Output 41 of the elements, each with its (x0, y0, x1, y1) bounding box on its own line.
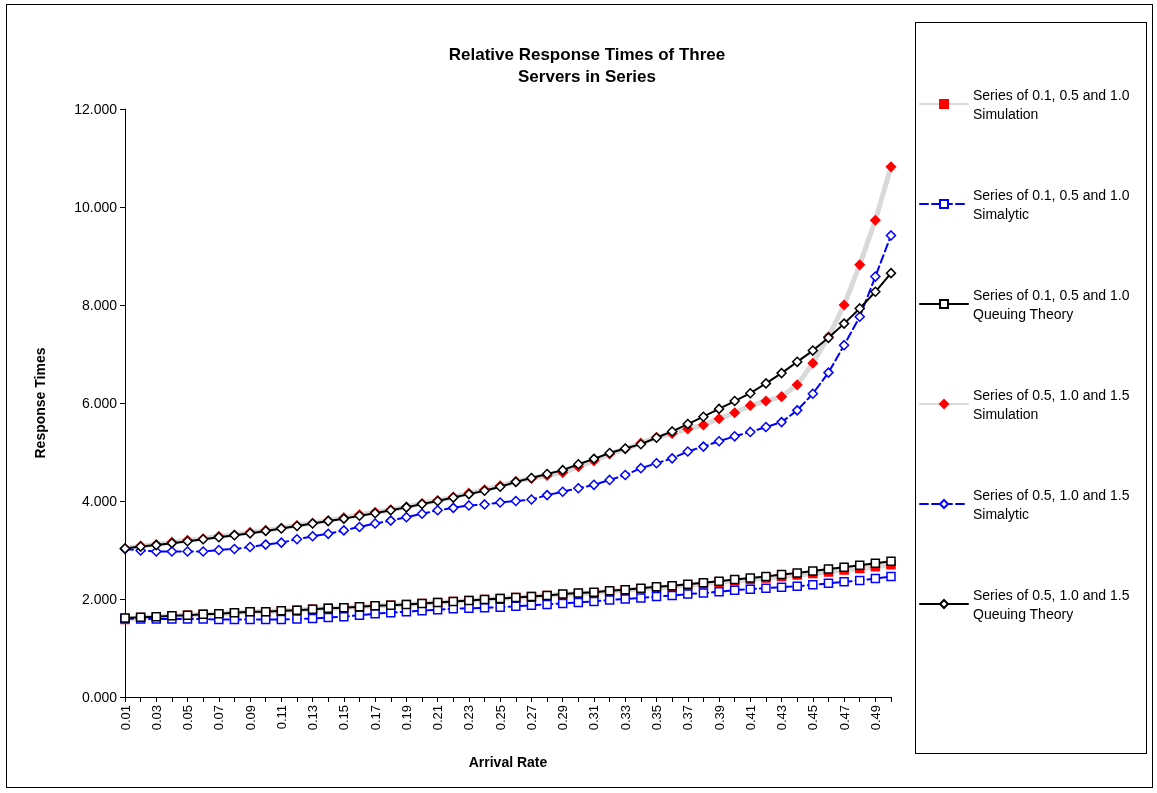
x-tick-label: 0.17 (367, 705, 383, 731)
y-tick-label: 0.000 (81, 689, 118, 705)
y-axis-title: Response Times (32, 347, 48, 459)
y-tick-label: 2.000 (81, 591, 118, 607)
chart-title: Relative Response Times of Three Servers in Series (448, 44, 726, 86)
legend-label: Series of 0.5, 1.0 and 1.5 Queuing Theory (973, 586, 1134, 622)
y-tick-label: 8.000 (81, 297, 118, 313)
x-tick-label: 0.15 (336, 705, 352, 731)
x-tick-label: 0.01 (117, 705, 133, 731)
x-tick-label: 0.37 (680, 705, 696, 731)
x-tick-label: 0.39 (711, 705, 727, 731)
x-tick-label: 0.03 (148, 705, 164, 731)
legend-label: Series of 0.1, 0.5 and 1.0 Simulation (973, 86, 1134, 122)
x-tick-label: 0.23 (461, 705, 477, 731)
x-axis-title: Arrival Rate (468, 754, 548, 770)
legend-label: Series of 0.5, 1.0 and 1.5 Simulation (973, 386, 1134, 422)
x-tick-label: 0.35 (649, 705, 665, 731)
legend-label: Series of 0.1, 0.5 and 1.0 Queuing Theory (973, 286, 1134, 322)
x-tick-label: 0.19 (398, 705, 414, 731)
y-tick-label: 4.000 (81, 493, 118, 509)
y-tick-label: 12.000 (74, 101, 118, 117)
x-tick-label: 0.47 (836, 705, 852, 731)
x-tick-label: 0.11 (273, 705, 289, 730)
x-tick-label: 0.49 (867, 705, 883, 731)
x-tick-label: 0.27 (523, 705, 539, 731)
legend-label: Series of 0.5, 1.0 and 1.5 Simalytic (973, 486, 1134, 522)
x-tick-label: 0.43 (774, 705, 790, 731)
x-tick-label: 0.33 (617, 705, 633, 731)
legend-label: Series of 0.1, 0.5 and 1.0 Simalytic (973, 186, 1134, 222)
x-tick-label: 0.09 (242, 705, 258, 731)
x-tick-label: 0.13 (305, 705, 321, 731)
x-tick-label: 0.45 (805, 705, 821, 731)
y-tick-label: 6.000 (81, 395, 118, 411)
x-tick-label: 0.29 (555, 705, 571, 731)
x-tick-label: 0.07 (211, 705, 227, 731)
x-tick-label: 0.21 (430, 705, 446, 731)
x-tick-label: 0.31 (586, 705, 602, 731)
y-tick-label: 10.000 (74, 199, 118, 215)
x-tick-label: 0.25 (492, 705, 508, 731)
x-tick-label: 0.41 (742, 705, 758, 731)
x-tick-label: 0.05 (180, 705, 196, 731)
